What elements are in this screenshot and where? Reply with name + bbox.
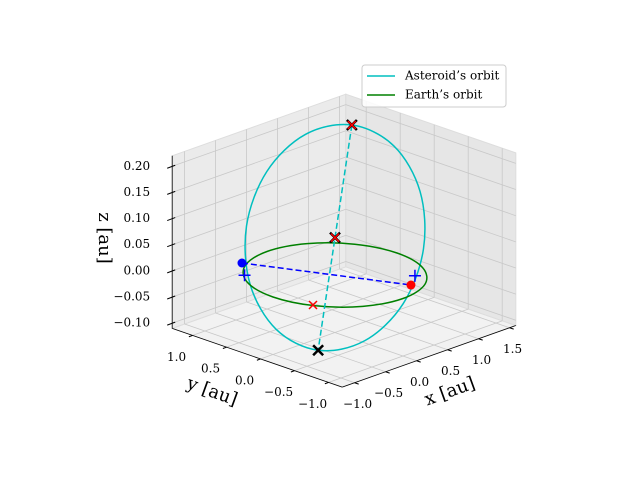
x-tick-mark — [416, 360, 421, 363]
grid-line — [294, 308, 469, 372]
z-tick-label: 0.05 — [123, 237, 150, 251]
z-tick-mark — [167, 269, 176, 274]
y-tick-mark — [188, 334, 193, 338]
z-tick-label: 0.20 — [123, 159, 150, 173]
point-marker — [406, 280, 416, 290]
x-tick-label: 0.0 — [410, 375, 429, 389]
grid-line — [226, 285, 401, 348]
z-tick-mark — [167, 217, 176, 222]
grid-line — [172, 182, 346, 246]
grid-line — [172, 156, 346, 219]
grid-line — [345, 235, 516, 295]
point-marker — [237, 258, 247, 268]
x-tick-label: −1.0 — [343, 397, 372, 411]
x-tick-label: 1.5 — [503, 342, 522, 356]
grid-line — [215, 312, 386, 373]
y-tick-label: 0.5 — [201, 362, 220, 376]
legend-label: Asteroid’s orbit — [404, 69, 499, 83]
x-tick-mark — [509, 327, 514, 330]
legend-label: Earth’s orbit — [405, 88, 482, 102]
y-tick-mark — [290, 370, 295, 373]
z-tick-label: 0.15 — [123, 185, 150, 199]
z-axis-label: z [au] — [94, 212, 115, 264]
point-marker — [347, 120, 357, 130]
grid-line — [345, 156, 516, 217]
z-tick-mark — [167, 321, 176, 326]
y-tick-label: 1.0 — [167, 350, 186, 364]
x-tick-mark — [478, 338, 483, 341]
grid-line — [172, 208, 346, 272]
z-tick-label: 0.10 — [123, 211, 150, 225]
grid-line — [345, 104, 516, 164]
grid-line — [246, 301, 417, 362]
y-tick-mark — [324, 381, 329, 385]
legend: Asteroid’s orbit Earth’s orbit — [361, 64, 507, 108]
grid-line — [345, 208, 516, 269]
point-marker — [238, 269, 251, 282]
y-axis-line — [172, 328, 343, 388]
z-tick-mark — [167, 190, 176, 195]
point-marker — [308, 300, 318, 310]
point-marker — [330, 233, 340, 243]
grid-line — [328, 320, 503, 383]
z-tick-label: −0.10 — [113, 316, 150, 330]
dashed-line — [241, 262, 412, 286]
z-tick-label: −0.05 — [113, 290, 150, 304]
grid-line — [308, 279, 479, 340]
grid-line — [192, 273, 367, 336]
x-tick-label: 1.0 — [472, 353, 491, 367]
grid-line — [345, 261, 516, 321]
grid-line — [345, 182, 516, 243]
z-tick-mark — [167, 295, 176, 300]
y-tick-label: −0.5 — [264, 385, 293, 399]
grid-line — [172, 261, 346, 324]
y-axis-label: y [au] — [183, 372, 240, 410]
grid-line — [172, 130, 346, 193]
x-axis-line — [342, 325, 516, 388]
y-tick-label: 0.0 — [235, 373, 254, 387]
y-tick-mark — [222, 346, 227, 349]
legend-box — [361, 64, 507, 108]
side-pane — [345, 93, 517, 327]
z-tick-mark — [167, 164, 176, 169]
y-tick-label: −1.0 — [298, 397, 327, 411]
grid-line — [172, 235, 346, 298]
panes — [170, 93, 518, 388]
x-tick-label: 0.5 — [441, 364, 460, 378]
x-tick-mark — [385, 371, 390, 374]
x-axis-label: x [au] — [422, 373, 478, 411]
grid-line — [345, 130, 516, 190]
y-tick-mark — [256, 358, 261, 361]
x-tick-mark — [447, 349, 452, 352]
x-tick-mark — [354, 382, 359, 385]
point-marker — [312, 344, 325, 357]
x-tick-label: −0.5 — [374, 386, 403, 400]
z-tick-mark — [167, 243, 176, 248]
z-tick-label: 0.00 — [123, 263, 150, 277]
point-marker — [408, 269, 421, 282]
grid-line — [260, 296, 435, 360]
orbit-line — [242, 242, 428, 308]
grid-line — [172, 104, 346, 167]
grid-line — [277, 290, 448, 351]
grid-line — [184, 323, 355, 384]
